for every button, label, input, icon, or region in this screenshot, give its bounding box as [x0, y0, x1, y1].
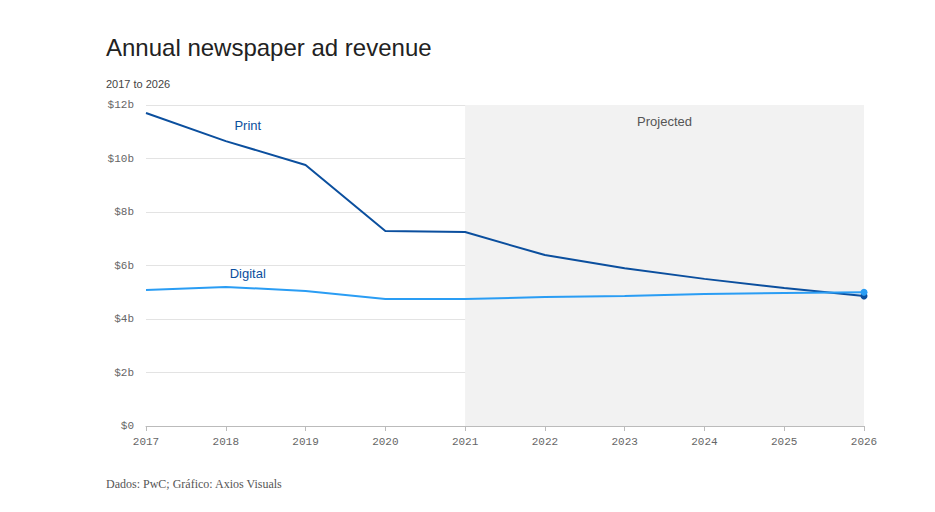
svg-text:2019: 2019: [292, 436, 318, 448]
svg-text:$10b: $10b: [108, 153, 134, 165]
svg-text:2026: 2026: [851, 436, 877, 448]
svg-text:Projected: Projected: [637, 114, 692, 129]
svg-text:$6b: $6b: [114, 260, 134, 272]
svg-text:$8b: $8b: [114, 206, 134, 218]
svg-text:2017 to 2026: 2017 to 2026: [106, 78, 170, 90]
svg-text:Dados: PwC; Gráfico: Axios Vis: Dados: PwC; Gráfico: Axios Visuals: [106, 477, 282, 491]
svg-text:2020: 2020: [372, 436, 398, 448]
svg-text:2018: 2018: [213, 436, 239, 448]
svg-text:$12b: $12b: [108, 99, 134, 111]
svg-text:Print: Print: [234, 118, 261, 133]
svg-text:$4b: $4b: [114, 313, 134, 325]
svg-text:2021: 2021: [452, 436, 479, 448]
svg-text:2025: 2025: [771, 436, 797, 448]
svg-text:2024: 2024: [691, 436, 718, 448]
svg-text:$0: $0: [121, 420, 134, 432]
svg-text:Annual newspaper ad revenue: Annual newspaper ad revenue: [106, 34, 432, 61]
svg-text:$2b: $2b: [114, 367, 134, 379]
svg-text:2023: 2023: [611, 436, 637, 448]
svg-text:Digital: Digital: [230, 266, 266, 281]
svg-text:2017: 2017: [133, 436, 159, 448]
svg-text:2022: 2022: [532, 436, 558, 448]
